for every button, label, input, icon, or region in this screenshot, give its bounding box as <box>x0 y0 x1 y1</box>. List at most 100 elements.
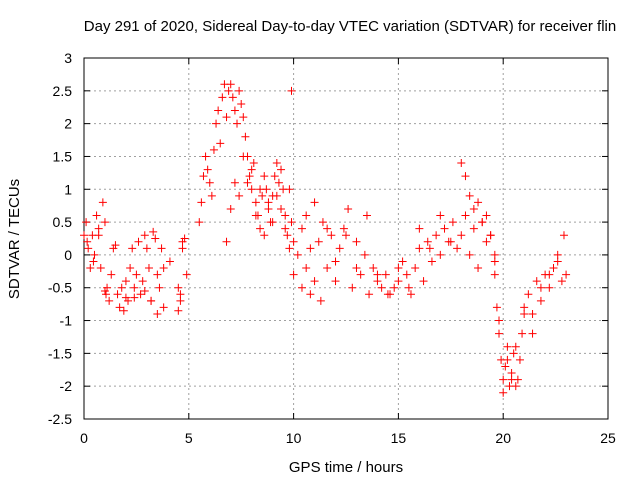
data-point <box>115 303 124 312</box>
data-point <box>478 218 487 227</box>
data-point <box>293 250 302 259</box>
data-point <box>103 283 112 292</box>
data-point <box>314 237 323 246</box>
data-point <box>323 264 332 273</box>
data-point <box>247 165 256 174</box>
data-point <box>482 237 491 246</box>
data-point <box>260 231 269 240</box>
data-point <box>100 218 109 227</box>
data-point <box>342 231 350 240</box>
data-point <box>383 290 392 299</box>
data-point <box>281 224 290 233</box>
data-point <box>251 198 260 207</box>
data-point <box>82 218 91 227</box>
data-point <box>490 270 499 279</box>
data-point <box>130 283 139 292</box>
data-point <box>562 270 571 279</box>
data-point <box>474 264 483 273</box>
data-point <box>310 198 319 207</box>
data-point <box>283 231 292 240</box>
data-point <box>86 264 95 273</box>
data-point <box>243 178 252 187</box>
y-tick-label: -1 <box>60 313 73 329</box>
x-axis: 0 5 10 15 20 25 <box>80 58 616 446</box>
data-point <box>404 283 413 292</box>
data-point <box>518 329 527 338</box>
data-point <box>559 231 568 240</box>
data-point <box>515 355 524 364</box>
data-point <box>289 237 298 246</box>
data-point <box>360 250 369 259</box>
data-point <box>318 218 327 227</box>
data-point <box>528 329 537 338</box>
data-point <box>136 290 145 299</box>
data-point <box>235 86 244 95</box>
y-tick-label: -2 <box>60 378 73 394</box>
data-point <box>545 270 554 279</box>
data-point <box>297 224 306 233</box>
data-point <box>402 270 411 279</box>
x-tick-label: 25 <box>600 430 616 446</box>
data-point <box>113 290 122 299</box>
data-point <box>306 290 315 299</box>
data-point <box>256 224 265 233</box>
data-point <box>302 211 311 220</box>
data-point <box>272 191 281 200</box>
data-point <box>503 355 512 364</box>
data-point <box>509 349 518 358</box>
data-point <box>107 270 116 279</box>
data-point <box>124 296 133 305</box>
data-point <box>348 283 357 292</box>
data-point <box>461 211 470 220</box>
data-point <box>121 277 130 286</box>
data-point <box>159 303 168 312</box>
data-point <box>260 172 269 181</box>
data-point <box>153 309 162 318</box>
data-point <box>277 204 286 213</box>
data-point <box>205 178 214 187</box>
data-point <box>339 224 348 233</box>
data-point <box>222 113 231 122</box>
data-point <box>264 198 273 207</box>
data-point <box>520 309 529 318</box>
data-point <box>373 270 382 279</box>
data-point <box>436 211 445 220</box>
data-point <box>536 283 545 292</box>
data-point <box>228 93 237 102</box>
data-point <box>549 264 558 273</box>
data-point <box>331 277 340 286</box>
data-point <box>159 264 168 273</box>
data-point <box>218 93 227 102</box>
data-point <box>249 159 258 168</box>
data-point <box>423 237 432 246</box>
data-point <box>511 382 520 391</box>
data-point <box>258 191 267 200</box>
data-point <box>230 106 239 115</box>
data-point <box>128 244 137 253</box>
data-point <box>503 342 512 351</box>
data-point <box>499 388 508 397</box>
data-point <box>247 185 256 194</box>
data-point <box>490 257 499 266</box>
data-point <box>176 290 185 299</box>
data-point <box>377 283 386 292</box>
data-point <box>302 264 311 273</box>
data-point <box>216 139 225 148</box>
data-point <box>419 277 428 286</box>
data-point <box>448 218 457 227</box>
data-point <box>495 316 504 325</box>
data-point <box>212 119 221 128</box>
data-point <box>511 342 520 351</box>
data-point <box>165 257 174 266</box>
data-point <box>109 244 118 253</box>
data-point <box>453 244 462 253</box>
y-axis-label: SDTVAR / TECUs <box>6 179 23 299</box>
x-tick-label: 5 <box>185 430 193 446</box>
data-point <box>274 178 283 187</box>
data-point <box>287 218 296 227</box>
y-tick-label: 2.5 <box>53 83 73 99</box>
data-point <box>440 224 449 233</box>
data-point <box>237 99 246 108</box>
data-point <box>331 257 340 266</box>
y-tick-label: -1.5 <box>48 345 72 361</box>
